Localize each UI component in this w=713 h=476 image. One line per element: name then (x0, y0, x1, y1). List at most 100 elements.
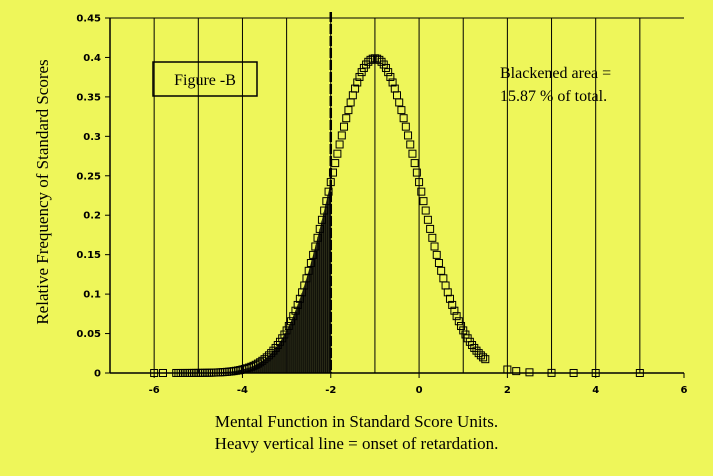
data-point-marker (421, 206, 430, 215)
data-point-marker (419, 197, 428, 206)
data-point-marker (295, 294, 304, 303)
data-point-marker (309, 250, 318, 259)
data-point-marker (408, 149, 417, 158)
x-tick-label: 0 (416, 385, 423, 396)
data-point-marker (472, 346, 481, 355)
x-tick-label: 4 (592, 385, 599, 396)
data-point-marker (271, 343, 280, 352)
data-point-marker (324, 187, 333, 196)
data-point-marker (342, 114, 351, 123)
data-markers (150, 54, 644, 377)
data-point-marker (423, 215, 432, 224)
data-point-marker (302, 274, 311, 283)
figure-label: Figure -B (174, 72, 236, 89)
data-point-marker (282, 326, 291, 335)
data-point-marker (434, 259, 443, 268)
data-point-marker (381, 63, 390, 72)
y-tick-label: 0.15 (76, 250, 101, 261)
data-point-marker (410, 159, 419, 168)
axes (105, 12, 685, 378)
data-point-marker (468, 341, 477, 350)
data-point-marker (311, 242, 320, 251)
data-point-marker (331, 159, 340, 168)
data-point-marker (470, 343, 479, 352)
data-point-marker (306, 259, 315, 268)
data-point-marker (375, 55, 384, 64)
data-point-marker (304, 266, 313, 275)
data-point-marker (393, 91, 401, 100)
data-point-marker (377, 57, 386, 66)
data-point-marker (415, 178, 424, 187)
x-tick-label: -6 (149, 385, 160, 396)
data-point-marker (443, 288, 452, 297)
y-tick-label: 0.45 (76, 14, 101, 25)
y-tick-label: 0.35 (76, 92, 101, 103)
data-point-marker (412, 168, 421, 177)
data-point-marker (428, 233, 437, 242)
data-point-marker (388, 78, 397, 87)
data-point-marker (450, 306, 459, 315)
data-point-marker (287, 317, 296, 326)
data-point-marker (351, 84, 360, 93)
data-point-marker (262, 353, 271, 362)
x-axis-label-line2: Heavy vertical line = onset of retardati… (214, 434, 499, 453)
data-point-marker (479, 353, 488, 362)
y-tick-label: 0.25 (76, 171, 101, 182)
y-tick-label: 0.3 (83, 132, 101, 143)
data-point-marker (337, 131, 346, 140)
data-point-marker (355, 72, 364, 81)
data-point-marker (448, 300, 457, 309)
data-point-marker (269, 346, 278, 355)
data-point-marker (335, 140, 344, 149)
data-point-marker (459, 326, 468, 335)
x-tick-label: -2 (325, 385, 336, 396)
data-point-marker (452, 312, 461, 321)
shaded-area (110, 182, 331, 373)
area-annotation-line1: Blackened area = (500, 65, 611, 82)
data-point-marker (289, 312, 298, 321)
data-point-marker (426, 224, 435, 233)
figure-label-box (152, 61, 258, 97)
data-point-marker (264, 351, 273, 360)
data-point-marker (293, 300, 302, 309)
data-point-marker (353, 78, 362, 87)
data-point-marker (474, 349, 483, 358)
area-annotation-line2: 15.87 % of total. (500, 88, 607, 105)
data-point-marker (340, 122, 349, 131)
y-tick-label: 0 (94, 369, 101, 380)
data-point-marker (395, 98, 404, 107)
blackened-area (110, 182, 331, 373)
data-point-marker (291, 306, 300, 315)
data-point-marker (481, 355, 490, 364)
data-point-marker (384, 68, 393, 77)
data-point-marker (404, 131, 413, 140)
data-point-marker (454, 317, 463, 326)
y-tick-label: 0.05 (76, 329, 101, 340)
data-point-marker (445, 294, 454, 303)
data-point-marker (315, 224, 324, 233)
data-point-marker (432, 250, 441, 259)
y-axis-label: Relative Frequency of Standard Scores (33, 59, 52, 324)
data-point-marker (313, 233, 322, 242)
data-point-marker (346, 98, 355, 107)
y-tick-label: 0.1 (83, 290, 101, 301)
data-point-marker (399, 114, 408, 123)
x-tick-label: 2 (504, 385, 511, 396)
data-point-marker (328, 168, 337, 177)
data-point-marker (253, 359, 262, 368)
data-point-marker (344, 106, 353, 115)
data-point-marker (284, 321, 293, 330)
x-axis-label: Mental Function in Standard Score Units. (214, 412, 499, 431)
data-point-marker (386, 72, 395, 81)
data-point-marker (320, 206, 329, 215)
data-point-marker (357, 68, 366, 77)
data-point-marker (437, 266, 446, 275)
y-tick-label: 0.4 (83, 53, 101, 64)
data-point-marker (441, 281, 450, 290)
x-tick-label: -4 (237, 385, 248, 396)
y-tick-label: 0.2 (83, 211, 101, 222)
data-point-marker (406, 140, 415, 149)
data-point-marker (317, 215, 326, 224)
data-point-marker (439, 274, 448, 283)
